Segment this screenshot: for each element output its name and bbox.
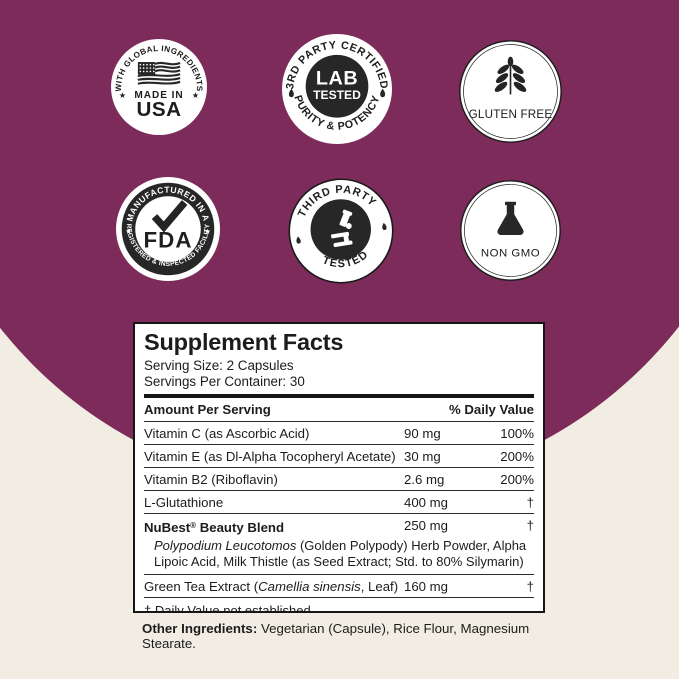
- amount-per-serving-header: Amount Per Serving: [144, 402, 271, 417]
- nutrient-row-vitamin-e: Vitamin E (as Dl-Alpha Tocopheryl Acetat…: [144, 444, 534, 467]
- wheat-icon: [494, 56, 527, 95]
- column-headers: Amount Per Serving % Daily Value: [144, 398, 534, 422]
- badge-circle: [111, 39, 207, 135]
- badge-third-party-tested: THIRD PARTY TESTED: [288, 178, 394, 284]
- panel-title: Supplement Facts: [144, 329, 344, 355]
- droplet-icon: [296, 236, 301, 244]
- nutrient-row-vitamin-b2: Vitamin B2 (Riboflavin) 2.6 mg 200%: [144, 467, 534, 490]
- daily-value-footnote: † Daily Value not established.: [144, 597, 534, 611]
- star-icon: ★: [119, 91, 126, 100]
- fda-label: FDA: [143, 228, 192, 253]
- star-icon: ★: [125, 227, 132, 236]
- gluten-free-label: GLUTEN FREE: [469, 108, 553, 121]
- badge-fda-registered: MANUFACTURED IN A ★ ★ FDA REGISTERED & I…: [116, 177, 220, 281]
- supplement-facts-panel: Supplement Facts Serving Size: 2 Capsule…: [133, 322, 545, 613]
- badge-gluten-free: GLUTEN FREE: [459, 40, 562, 143]
- divider-thick: [144, 394, 534, 398]
- badge-made-in-usa: WITH GLOBAL INGREDIENTS ★ ★ MADE IN USA: [111, 39, 207, 135]
- serving-size: Serving Size: 2 Capsules: [144, 358, 294, 373]
- star-icon: ★: [192, 91, 199, 100]
- nutrient-row-l-glutathione: L-Glutathione 400 mg †: [144, 490, 534, 513]
- brand-name: NuBest: [144, 520, 191, 535]
- daily-value-header: % Daily Value: [448, 402, 534, 417]
- registered-mark: ®: [190, 521, 197, 530]
- other-ingredients-label: Other Ingredients:: [142, 621, 258, 636]
- droplet-icon: [288, 88, 294, 98]
- badge-lab-tested: 3RD PARTY CERTIFIED LAB TESTED PURITY & …: [282, 34, 392, 144]
- lab-label: LAB: [316, 68, 358, 90]
- beauty-blend-ingredients: Polypodium Leucotomos (Golden Polypody) …: [154, 538, 527, 569]
- usa-label: USA: [137, 98, 182, 121]
- dark-center-circle: [305, 54, 369, 118]
- nutrient-row-beauty-blend: NuBest® Beauty Blend 250 mg †: [144, 513, 534, 538]
- dark-center-circle: [310, 199, 371, 260]
- servings-per-container: Servings Per Container: 30: [144, 373, 305, 389]
- us-flag-icon: [137, 61, 181, 85]
- non-gmo-label: NON GMO: [481, 247, 540, 259]
- made-in-label: MADE IN: [134, 90, 183, 101]
- other-ingredients: Other Ingredients: Vegetarian (Capsule),…: [142, 621, 530, 651]
- droplet-icon: [382, 222, 387, 230]
- inner-ring: [464, 184, 557, 277]
- tested-label: TESTED: [313, 88, 361, 102]
- inner-ring: [463, 44, 558, 139]
- flask-icon: [497, 201, 524, 236]
- nutrient-row-vitamin-c: Vitamin C (as Ascorbic Acid) 90 mg 100%: [144, 421, 534, 444]
- microscope-icon: [330, 209, 353, 248]
- star-icon: ★: [204, 227, 211, 236]
- nutrient-row-green-tea: Green Tea Extract (Camellia sinensis, Le…: [144, 574, 534, 597]
- inner-circle: [135, 196, 201, 262]
- droplet-icon: [380, 88, 386, 98]
- checkmark-icon: [151, 200, 188, 233]
- badge-non-gmo: NON GMO: [460, 180, 561, 281]
